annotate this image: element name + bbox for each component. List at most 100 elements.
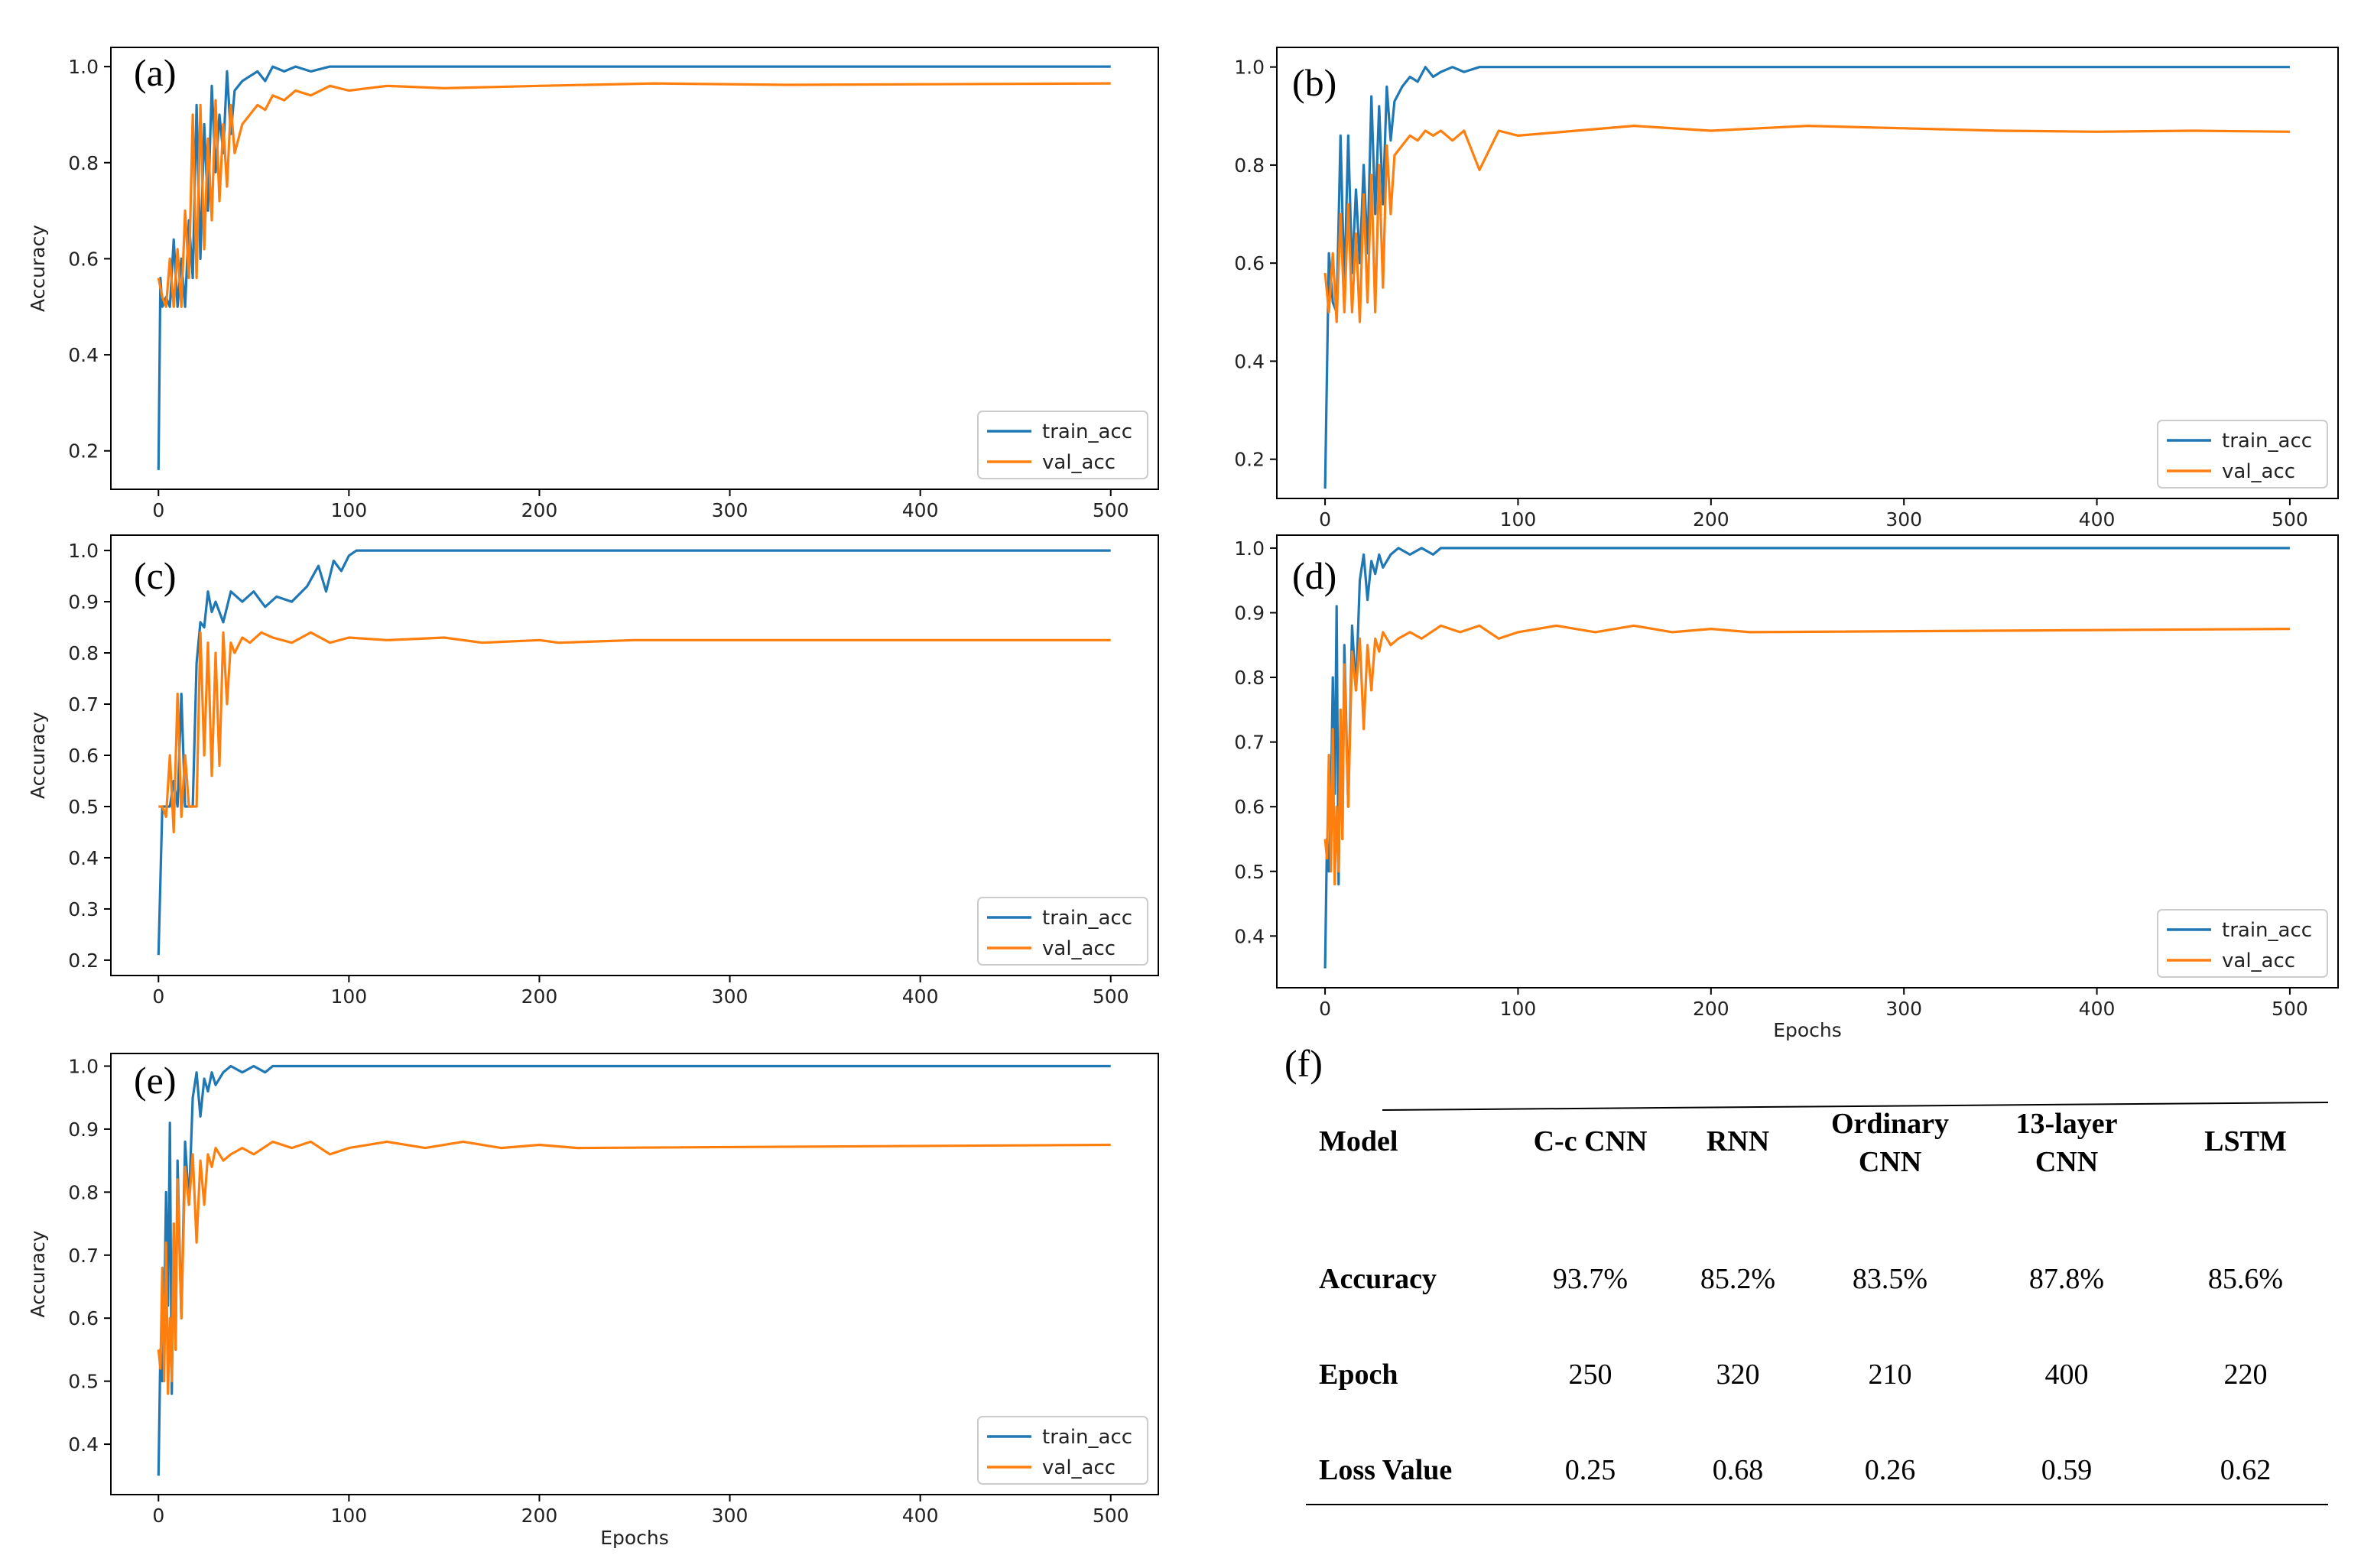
table-header-cell: CNN	[2035, 1146, 2098, 1178]
table-cell: 87.8%	[2029, 1263, 2104, 1295]
y-tick-label: 0.9	[68, 1118, 99, 1141]
axes-frame	[110, 1053, 1159, 1495]
series-line-train_acc	[157, 65, 1111, 470]
y-tick-label: 0.2	[68, 950, 99, 972]
table-header-cell: C-c CNN	[1534, 1125, 1648, 1157]
x-tick-label: 500	[2272, 508, 2308, 531]
y-tick-label: 1.0	[1234, 537, 1265, 560]
x-tick-label: 400	[902, 1505, 939, 1527]
y-tick-label: 1.0	[68, 56, 99, 78]
panel-c: 0 100 200 300 400 500 0.2 0.3 0.4 0.5 0.6 0.7 0.8 0.9…	[27, 534, 1159, 1008]
panel-d: 0 100 200 300 400 500 0.4 0.5 0.6 0.7 0.8 0.9 1.0 Epo…	[1234, 534, 2339, 1041]
y-tick-label: 0.8	[68, 642, 99, 664]
x-tick-label: 400	[2079, 508, 2116, 531]
series-line-train_acc	[1323, 66, 2290, 489]
x-tick-label: 0	[152, 985, 164, 1008]
legend-entry-train_acc: train_acc	[1042, 1426, 1132, 1449]
y-tick-label: 0.6	[68, 248, 99, 270]
table-header-cell: Model	[1319, 1125, 1398, 1157]
y-tick-label: 0.6	[1234, 796, 1265, 818]
legend: train_acc val_acc	[977, 1416, 1148, 1485]
y-tick-label: 0.3	[68, 898, 99, 920]
panel-label: (a)	[134, 51, 177, 94]
y-tick-label: 0.5	[68, 1371, 99, 1393]
y-axis-label: Accuracy	[27, 712, 49, 799]
x-tick-label: 100	[331, 985, 368, 1008]
x-tick-label: 100	[331, 499, 368, 521]
y-tick-label: 0.8	[1234, 154, 1265, 177]
series-line-val_acc	[1323, 624, 2290, 886]
table-cell: 400	[2045, 1359, 2089, 1391]
x-tick-label: 300	[712, 985, 749, 1008]
x-tick-label: 500	[1093, 1505, 1129, 1527]
y-tick-label: 0.7	[68, 1245, 99, 1267]
x-tick-label: 400	[2079, 998, 2116, 1020]
legend-entry-train_acc: train_acc	[1042, 420, 1132, 443]
panels: 0 100 200 300 400 500 0.2 0.4 0.6 0.8 1.0 Accuracy (…	[27, 47, 2339, 1549]
table-cell: 0.68	[1713, 1454, 1764, 1486]
x-tick-label: 0	[1319, 508, 1331, 531]
x-tick-label: 200	[1693, 998, 1729, 1020]
legend-entry-val_acc: val_acc	[2222, 460, 2295, 483]
y-axis-label: Accuracy	[27, 225, 49, 312]
table-header-cell: Ordinary	[1831, 1108, 1949, 1140]
y-tick-label: 0.9	[1234, 602, 1265, 624]
y-tick-label: 0.4	[68, 847, 99, 869]
x-tick-label: 500	[1093, 499, 1129, 521]
series-line-val_acc	[157, 1140, 1111, 1395]
axes-frame	[1276, 534, 2339, 989]
table-top-rule	[1382, 1102, 2329, 1111]
legend-entry-train_acc: train_acc	[2222, 919, 2312, 942]
x-tick-label: 0	[152, 1505, 164, 1527]
table-cell: 93.7%	[1553, 1263, 1628, 1295]
legend: train_acc val_acc	[2157, 420, 2328, 489]
table-row-label: Accuracy	[1319, 1263, 1437, 1295]
table-row-label: Loss Value	[1319, 1454, 1452, 1486]
legend-entry-val_acc: val_acc	[2222, 950, 2295, 972]
axes-frame	[1276, 47, 2339, 499]
y-tick-label: 1.0	[68, 540, 99, 562]
x-tick-label: 100	[331, 1505, 368, 1527]
y-tick-label: 0.7	[1234, 732, 1265, 754]
legend-entry-train_acc: train_acc	[1042, 907, 1132, 930]
table-cell: 0.25	[1565, 1454, 1616, 1486]
panel-b: 0 100 200 300 400 500 0.2 0.4 0.6 0.8 1.0 (b) train_…	[1234, 47, 2339, 531]
series-line-val_acc	[1323, 125, 2290, 323]
y-tick-label: 0.5	[68, 796, 99, 818]
y-tick-label: 0.6	[1234, 252, 1265, 274]
legend-entry-train_acc: train_acc	[2222, 430, 2312, 453]
x-tick-label: 200	[521, 499, 558, 521]
y-tick-label: 1.0	[1234, 57, 1265, 79]
table-cell: 85.6%	[2208, 1263, 2283, 1295]
series-line-train_acc	[157, 549, 1111, 956]
y-tick-label: 0.7	[68, 693, 99, 716]
y-tick-label: 0.2	[68, 440, 99, 463]
y-tick-label: 0.4	[68, 1433, 99, 1456]
table-header-cell: 13-layer	[2016, 1108, 2118, 1140]
x-tick-label: 200	[521, 985, 558, 1008]
x-tick-label: 300	[1885, 998, 1922, 1020]
panel-e: 0 100 200 300 400 500 0.4 0.5 0.6 0.7 0.8 0.9 1.0 Acc…	[27, 1053, 1159, 1549]
x-tick-label: 0	[1319, 998, 1331, 1020]
y-tick-label: 0.9	[68, 591, 99, 613]
x-axis-label: Epochs	[1773, 1019, 1842, 1041]
panel-label: (e)	[134, 1059, 177, 1102]
panel-a: 0 100 200 300 400 500 0.2 0.4 0.6 0.8 1.0 Accuracy (…	[27, 47, 1159, 521]
series-line-train_acc	[157, 1064, 1111, 1476]
series-line-val_acc	[158, 631, 1111, 834]
legend-entry-val_acc: val_acc	[1042, 937, 1116, 960]
table-header-cell: CNN	[1859, 1146, 1921, 1178]
results-table: (f) Model C-c CNN RNN Ordinary CNN 13-layer CNN…	[1284, 1042, 2329, 1505]
table-cell: 250	[1569, 1359, 1612, 1391]
table-header-cell: LSTM	[2204, 1125, 2287, 1157]
y-tick-label: 0.6	[68, 1307, 99, 1329]
table-cell: 85.2%	[1700, 1263, 1775, 1295]
y-tick-label: 0.5	[1234, 861, 1265, 883]
series-line-train_acc	[1323, 547, 2290, 969]
x-tick-label: 500	[1093, 985, 1129, 1008]
y-tick-label: 0.4	[1234, 350, 1265, 372]
y-tick-label: 0.8	[68, 152, 99, 174]
panel-label: (f)	[1284, 1042, 1323, 1085]
x-axis-label: Epochs	[600, 1527, 669, 1549]
y-axis-label: Accuracy	[27, 1230, 49, 1317]
